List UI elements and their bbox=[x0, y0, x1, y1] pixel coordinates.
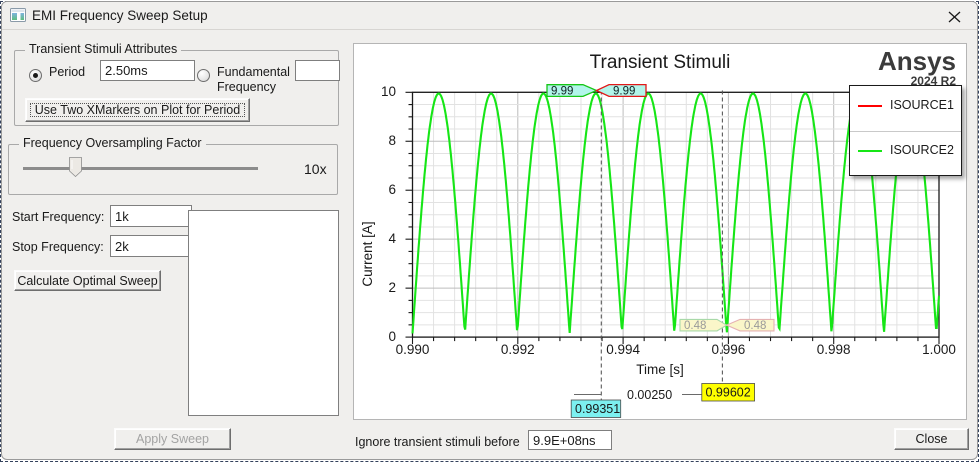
svg-text:0.99602: 0.99602 bbox=[706, 386, 751, 400]
svg-text:9.99: 9.99 bbox=[613, 85, 635, 97]
svg-text:0.99351: 0.99351 bbox=[575, 402, 620, 416]
svg-text:0.48: 0.48 bbox=[684, 320, 706, 332]
svg-text:9.99: 9.99 bbox=[551, 85, 573, 97]
svg-text:0.00250: 0.00250 bbox=[627, 388, 672, 402]
svg-text:0.48: 0.48 bbox=[744, 320, 766, 332]
